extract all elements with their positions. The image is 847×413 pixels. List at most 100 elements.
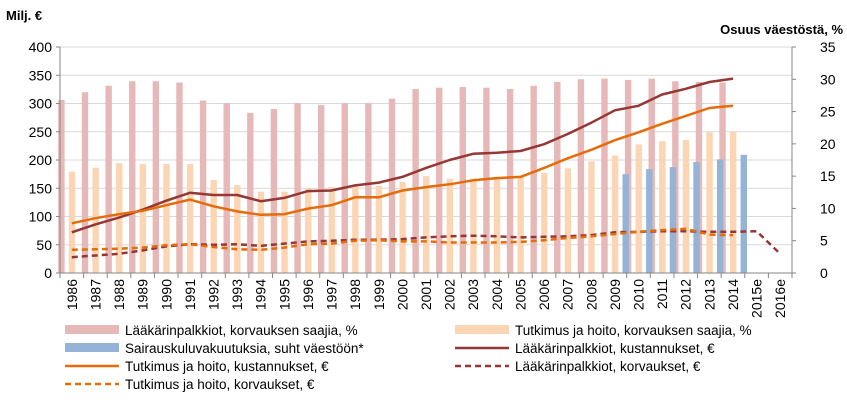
x-tick-label: 2008	[583, 279, 599, 310]
x-tick-label: 1991	[182, 279, 198, 310]
line-series-group	[71, 77, 782, 259]
y-right-tick-label: 30	[820, 71, 836, 87]
y-right-tick-label: 35	[820, 39, 836, 55]
x-tick-label: 2006	[536, 279, 552, 310]
series-line	[71, 104, 734, 225]
y-left-tick-label: 100	[29, 209, 53, 225]
bar	[234, 185, 241, 273]
bar	[436, 87, 443, 274]
bar	[399, 181, 406, 273]
y-axis-left-title: Milj. €	[6, 8, 42, 23]
bar	[247, 112, 254, 273]
bar	[81, 92, 89, 273]
bar	[601, 78, 608, 273]
bar	[152, 81, 160, 273]
legend-label: Lääkärinpalkkiot, kustannukset, €	[515, 341, 715, 356]
bar	[352, 185, 359, 273]
y-right-tick-label: 15	[820, 168, 836, 184]
x-tick-label: 1994	[253, 279, 269, 310]
x-tick-label: 2011	[654, 279, 670, 309]
series-line	[71, 227, 734, 252]
bar	[139, 163, 147, 273]
x-tick-label: 2000	[394, 279, 410, 310]
y-left-tick-label: 350	[29, 67, 53, 83]
x-tick-label: 1995	[276, 279, 292, 310]
bar	[554, 81, 561, 274]
y-left-tick-label: 300	[29, 96, 53, 112]
legend-label: Tutkimus ja hoito, kustannukset, €	[125, 359, 329, 374]
bar	[716, 159, 724, 273]
x-tick-label: 2002	[442, 279, 458, 310]
bar	[635, 144, 642, 273]
y-left-tick-label: 250	[29, 124, 53, 140]
y-right-tick-label: 5	[820, 233, 828, 249]
bar	[388, 98, 396, 274]
x-tick-label: 2014	[725, 279, 741, 310]
legend-label: Lääkärinpalkkiot, korvauksen saajia, %	[125, 323, 358, 338]
bar	[105, 85, 112, 273]
x-tick-label: 2010	[631, 279, 647, 310]
bar	[328, 187, 335, 273]
x-tick-label: 1987	[87, 279, 103, 310]
x-tick-label: 2015e	[749, 279, 765, 318]
x-tick-label: 1989	[135, 279, 151, 310]
bar	[530, 85, 537, 273]
x-tick-label: 2009	[607, 279, 623, 310]
series-line	[71, 77, 734, 234]
bar	[622, 174, 629, 273]
y-left-tick-label: 0	[44, 265, 52, 281]
legend-swatch	[65, 343, 119, 352]
bar-series-group	[58, 78, 747, 274]
bar	[423, 176, 430, 273]
x-tick-label: 2013	[701, 279, 717, 310]
bar	[541, 172, 548, 273]
bar	[304, 188, 312, 273]
x-tick-label: 2004	[489, 279, 505, 310]
y-left-tick-label: 200	[29, 152, 53, 168]
x-tick-label: 2016e	[772, 279, 788, 318]
bar	[588, 161, 595, 273]
bar	[375, 185, 383, 273]
axes: 0 50 100 150 200 250 300 350 400 0 5 10 15 20 25 30 35 19…	[29, 39, 836, 318]
bar	[446, 178, 454, 273]
y-left-tick-label: 150	[29, 180, 53, 196]
y-right-tick-label: 0	[820, 265, 828, 281]
bar	[317, 105, 325, 273]
y-left-tick-label: 400	[29, 39, 53, 55]
bar	[740, 154, 747, 273]
bar	[199, 100, 207, 273]
bar	[517, 176, 524, 273]
legend-swatch	[65, 325, 119, 334]
bar	[659, 141, 666, 273]
legend: Lääkärinpalkkiot, korvauksen saajia, % Tu…	[65, 323, 752, 392]
bar	[646, 169, 653, 273]
x-tick-label: 2003	[465, 279, 481, 310]
x-tick-label: 1990	[158, 279, 174, 310]
x-tick-label: 1996	[300, 279, 316, 310]
bar	[186, 163, 194, 273]
bar	[693, 161, 700, 273]
bar	[163, 163, 170, 273]
bar	[669, 167, 677, 273]
bar	[564, 168, 572, 273]
x-tick-label: 1986	[64, 279, 80, 310]
x-tick-label: 1993	[229, 279, 245, 310]
x-tick-label: 1997	[324, 279, 340, 310]
bar	[257, 191, 265, 273]
bar	[281, 191, 288, 273]
bar	[493, 178, 501, 273]
bar	[270, 108, 278, 273]
bar	[506, 88, 514, 273]
x-tick-label: 2007	[560, 279, 576, 310]
y-right-tick-label: 10	[820, 200, 836, 216]
bar	[365, 103, 372, 273]
legend-label: Sairauskuluvakuutuksia, suht väestöön*	[125, 341, 364, 356]
bar	[483, 87, 490, 274]
y-right-tick-label: 20	[820, 136, 836, 152]
y-axis-right-title: Osuus väestöstä, %	[720, 22, 843, 37]
bar	[223, 103, 230, 273]
legend-swatch	[455, 325, 509, 334]
bar	[210, 180, 217, 273]
